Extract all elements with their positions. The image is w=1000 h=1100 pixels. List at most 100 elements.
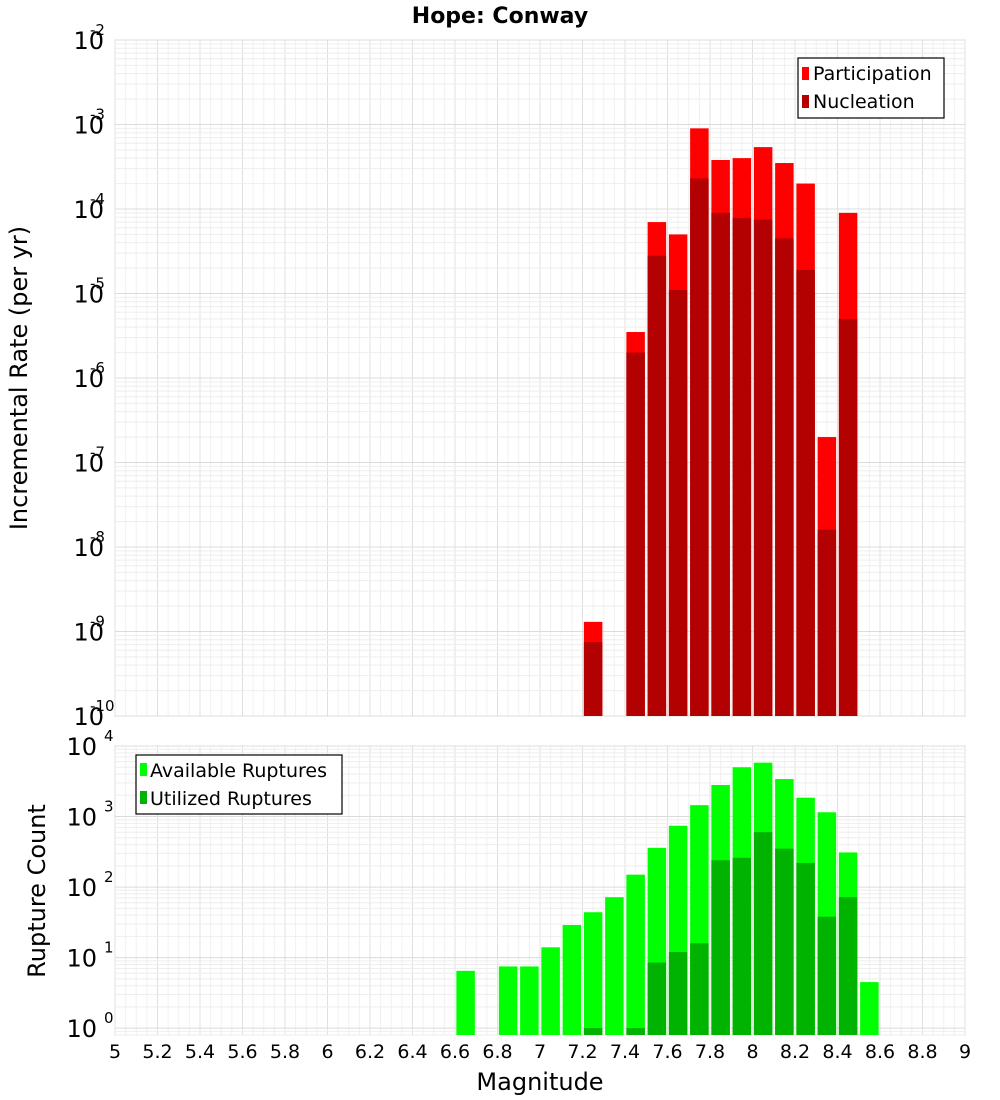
chart-title: Hope: Conway [412,4,588,29]
y-tick-label: 10 [73,112,104,140]
bar-secondary [775,848,794,1035]
y-tick-exponent: -9 [90,613,105,631]
bar-secondary [647,255,667,716]
y-tick-label: 10 [66,1015,97,1043]
x-tick-label: 7.8 [695,1041,725,1063]
bar-secondary [690,943,709,1035]
bar-secondary [753,832,773,1035]
x-tick-label: 5.2 [142,1041,172,1063]
y-tick-exponent: -4 [90,190,105,208]
legend-swatch-participation [802,67,809,80]
x-tick-label: 8 [746,1041,758,1063]
y-tick-exponent: -2 [90,21,105,39]
bar-primary [520,966,539,1035]
y-tick-exponent: -10 [90,697,115,715]
y-tick-label: 10 [73,534,104,562]
x-tick-label: 8.4 [822,1041,852,1063]
bar-secondary [796,269,815,716]
x-tick-label: 5.8 [270,1041,300,1063]
legend-label-utilized: Utilized Ruptures [150,788,312,810]
x-tick-label: 7.4 [610,1041,640,1063]
y-tick-label: 10 [66,804,97,832]
y-tick-label: 10 [73,281,104,309]
bar-primary [605,897,624,1035]
bar-secondary [626,352,645,716]
bar-secondary [775,238,794,717]
rupture-count-panel: 10 0 10 1 10 2 10 3 10 4 Rupture Count Available … [23,727,966,1043]
bar-primary [860,982,879,1035]
y-tick-label: 10 [73,703,104,731]
bar-secondary [647,962,667,1035]
bottom-legend: Available Ruptures Utilized Ruptures [135,754,343,815]
bar-secondary [732,857,752,1035]
x-tick-label: 7.6 [652,1041,682,1063]
y-tick-exponent: 3 [104,798,114,816]
legend-swatch-utilized [140,791,147,804]
x-tick-label: 9 [959,1041,971,1063]
y-tick-label: 10 [73,450,104,478]
bar-primary [498,966,518,1035]
y-tick-exponent: 1 [104,939,114,957]
bar-secondary [668,952,688,1035]
y-tick-exponent: -6 [90,359,105,377]
bar-secondary [626,1028,645,1035]
bottom-bars [456,762,879,1035]
top-y-axis-label: Incremental Rate (per yr) [5,226,33,530]
y-tick-label: 10 [66,945,97,973]
bar-secondary [690,178,709,717]
x-tick-label: 6.4 [397,1041,427,1063]
x-tick-label: 6.6 [440,1041,470,1063]
top-legend: Participation Nucleation [797,57,945,119]
bar-primary [583,912,603,1035]
bar-secondary [817,916,837,1035]
y-tick-exponent: -8 [90,528,105,546]
bar-secondary [817,529,837,716]
bar-primary [541,947,560,1035]
y-tick-exponent: 2 [104,868,114,886]
bar-primary [626,874,645,1035]
x-tick-label: 5 [109,1041,121,1063]
top-legend-box [797,57,945,119]
y-tick-exponent: -5 [90,275,105,293]
bar-secondary [796,862,815,1035]
bar-secondary [838,897,858,1035]
x-tick-label: 5.4 [185,1041,215,1063]
top-bars [583,128,858,717]
x-tick-label: 6 [321,1041,333,1063]
bar-secondary [838,318,858,716]
y-tick-exponent: -3 [90,106,105,124]
legend-label-participation: Participation [813,63,932,85]
y-tick-exponent: 0 [104,1009,114,1027]
x-tick-label: 6.2 [355,1041,385,1063]
legend-label-available: Available Ruptures [150,760,327,782]
x-tick-labels: 5 5.2 5.4 5.6 5.8 6 6.2 6.4 6.6 6.8 7 7.2 7.4 7.6 7.8 8… [109,1041,971,1063]
bar-primary [456,970,475,1035]
bottom-y-axis-label: Rupture Count [23,804,51,978]
y-tick-label: 10 [66,733,97,761]
x-axis-label: Magnitude [476,1068,603,1096]
legend-swatch-nucleation [802,95,809,108]
x-tick-label: 5.6 [227,1041,257,1063]
x-tick-label: 7.2 [567,1041,597,1063]
bar-secondary [583,1028,603,1035]
legend-label-nucleation: Nucleation [813,91,915,113]
y-tick-label: 10 [73,27,104,55]
y-tick-label: 10 [73,365,104,393]
x-tick-label: 8.8 [907,1041,937,1063]
bar-primary [562,925,582,1035]
x-tick-label: 7 [534,1041,546,1063]
bar-secondary [668,290,688,716]
top-grid [114,39,966,717]
x-tick-label: 6.8 [482,1041,512,1063]
y-tick-label: 10 [73,619,104,647]
bar-secondary [753,219,773,717]
y-tick-exponent: 4 [104,727,114,745]
y-tick-label: 10 [66,874,97,902]
bar-secondary [711,860,730,1035]
legend-swatch-available [140,763,147,776]
y-tick-exponent: -7 [90,444,105,462]
bar-secondary [583,642,603,716]
